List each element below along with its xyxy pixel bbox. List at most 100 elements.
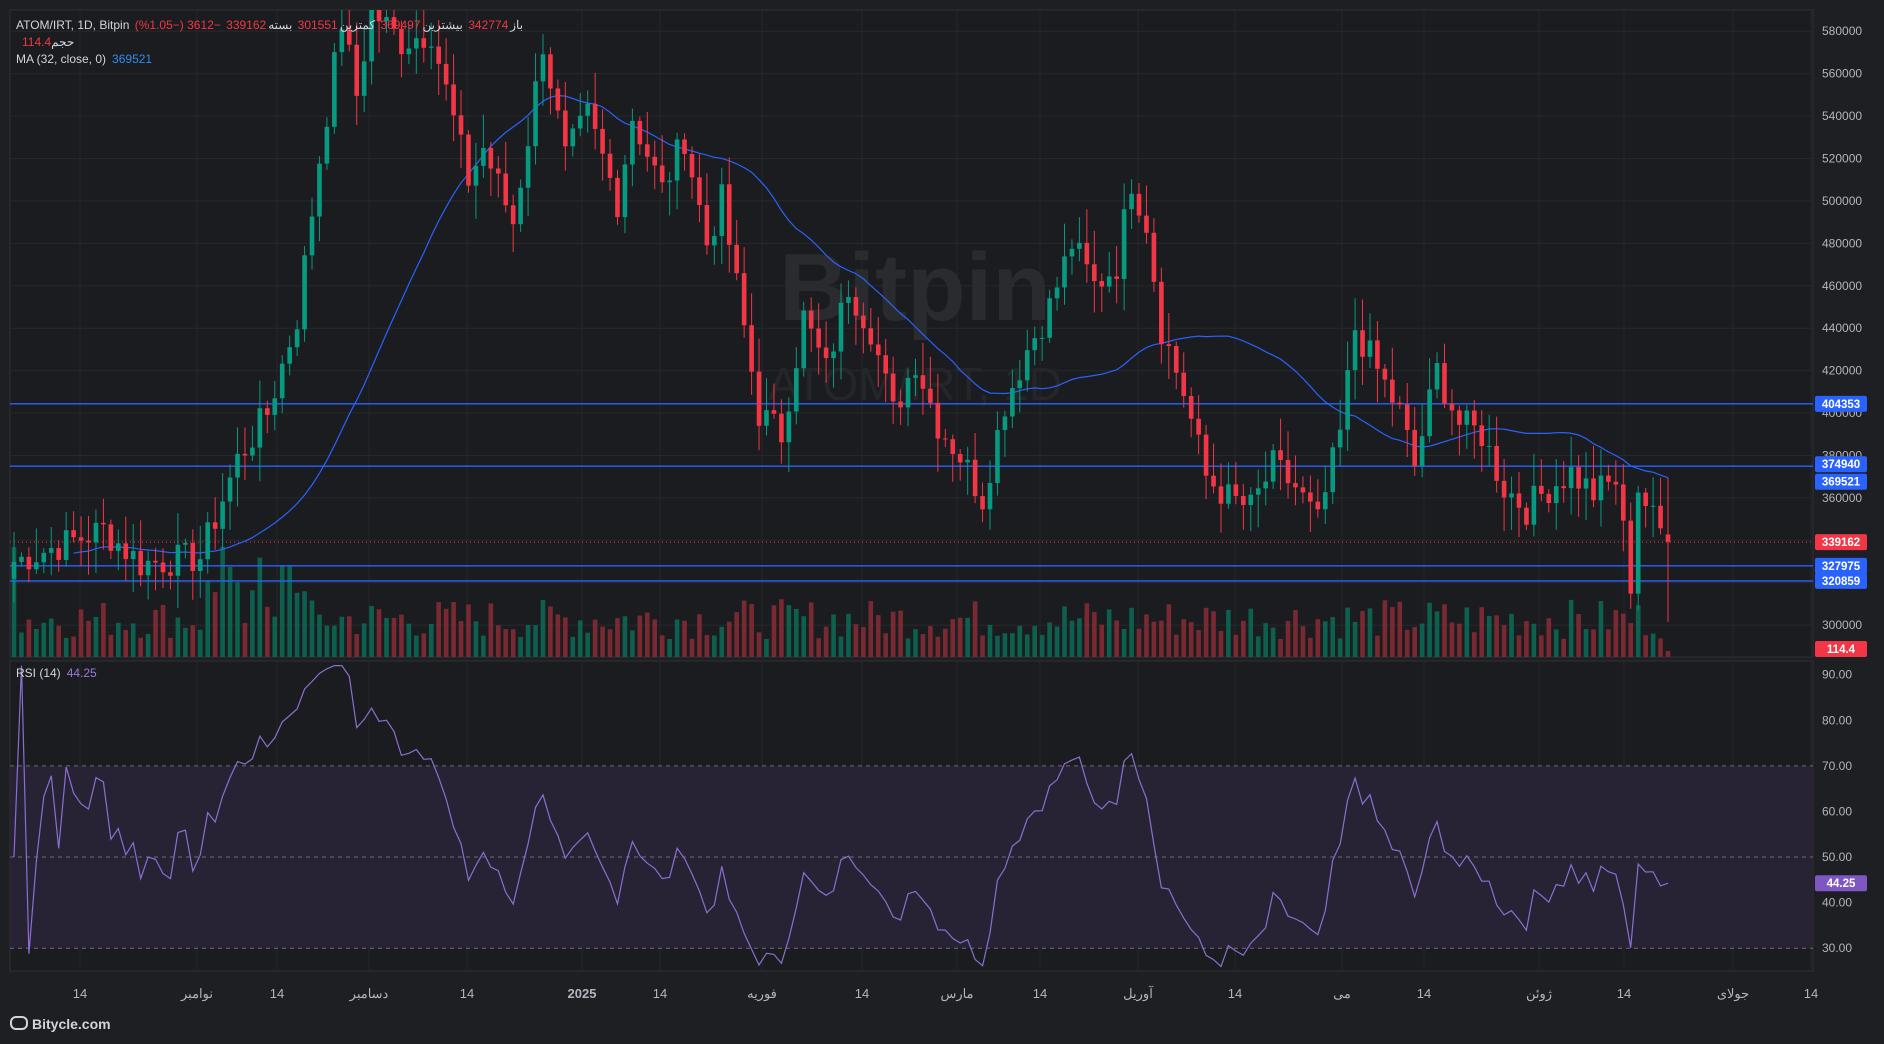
volume-bar (495, 625, 501, 657)
horizontal-levels[interactable] (10, 403, 1813, 582)
time-tick-label: 14 (73, 986, 87, 1001)
rsi-tick-label: 70.00 (1822, 759, 1852, 773)
volume-bar (823, 626, 829, 657)
rsi-tick-label: 30.00 (1822, 941, 1852, 955)
volume-bar (1553, 629, 1559, 657)
candle-body (1099, 281, 1105, 287)
price-tick-label: 300000 (1822, 618, 1862, 632)
volume-bar (1069, 620, 1075, 657)
candle-body (928, 388, 933, 403)
volume-bar (622, 616, 628, 657)
candle-body (466, 134, 471, 186)
candle-body (875, 344, 881, 356)
candle-body (220, 501, 225, 529)
candle-body (1576, 467, 1581, 489)
badge-level (1815, 456, 1867, 473)
candle-body (779, 413, 784, 443)
volume-bar (630, 630, 635, 657)
candle-body (302, 255, 307, 330)
candle-body (34, 562, 39, 570)
candle-body (1106, 276, 1112, 287)
candle-body (1188, 396, 1194, 419)
price-tick-label: 520000 (1822, 151, 1862, 165)
volume-bar (674, 619, 680, 657)
volume-bar (175, 617, 181, 657)
candle-body (935, 402, 941, 439)
volume-bar (369, 605, 374, 657)
candle-body (719, 184, 725, 237)
candle-body (965, 459, 970, 463)
candle-body (853, 297, 859, 316)
ma-legend[interactable]: MA (32, close, 0) 369521 (16, 52, 152, 66)
volume-bar (48, 618, 54, 657)
candle-body (265, 408, 270, 415)
volume-bar (1606, 629, 1611, 657)
candle-body (1486, 445, 1492, 447)
volume-bar (905, 638, 911, 657)
candle-body (816, 328, 821, 348)
candle-body (689, 154, 695, 178)
volume-bar (965, 617, 970, 657)
candle-body (525, 146, 531, 188)
volume-bar (1114, 620, 1119, 657)
candle-body (1442, 363, 1447, 404)
volume-bar (682, 620, 687, 657)
candle-body (570, 128, 576, 147)
candle-body (913, 375, 918, 378)
volume-bar (458, 621, 464, 657)
rsi-axis[interactable]: 90.00 80.00 70.00 60.00 50.00 40.00 30.00 (1822, 668, 1852, 956)
volume-bar (1039, 634, 1045, 657)
ohlc-legend: ATOM/IRT, 1D, Bitpin باز342774 بیشترین36… (16, 18, 525, 32)
candle-body (1159, 281, 1164, 345)
rsi-legend[interactable]: RSI (14) 44.25 (16, 666, 97, 680)
candle-body (1270, 450, 1276, 482)
symbol-title: ATOM/IRT, 1D, Bitpin (16, 18, 130, 32)
time-tick-label: 14 (1617, 986, 1631, 1001)
volume-bar (1434, 611, 1440, 657)
volume-bar (1330, 617, 1336, 657)
volume-legend[interactable]: حجم114.4 (16, 35, 74, 49)
volume-bar (1002, 633, 1008, 657)
candle-body (309, 216, 315, 256)
candle-body (279, 363, 285, 399)
volume-bar (1449, 622, 1455, 657)
candle-body (1002, 416, 1008, 431)
candle-body (242, 453, 248, 456)
ma-line (73, 94, 1669, 554)
candle-body (1628, 520, 1634, 594)
rsi-band-fill (10, 765, 1813, 949)
volume-bar (1516, 635, 1522, 657)
volume-bar (1457, 623, 1462, 657)
time-tick-label: آوریل (1123, 985, 1154, 1002)
candle-body (1606, 475, 1611, 482)
candle-body (332, 52, 337, 127)
candle-body (667, 180, 672, 183)
time-tick-label: 14 (1033, 986, 1047, 1001)
volume-bar (205, 580, 211, 657)
brand-logo[interactable]: Bitycle.com (10, 1016, 111, 1032)
candle-body (93, 522, 99, 543)
volume-bar (257, 557, 263, 657)
candle-body (793, 368, 799, 412)
price-axis[interactable]: 580000 560000 540000 520000 500000 480000 4600… (1822, 24, 1862, 632)
volume-bar (615, 618, 620, 657)
volume-bar (78, 609, 84, 657)
candle-body (622, 164, 628, 218)
candle-body (644, 144, 650, 157)
time-tick-label: 14 (1417, 986, 1431, 1001)
candle-body (71, 530, 76, 538)
candle-body (518, 187, 523, 225)
price-badges: 404353 374940 369521 339162 327975 320859 114.… (1815, 395, 1867, 892)
candle-body (1017, 380, 1023, 389)
volume-bar (1643, 635, 1648, 657)
volume-bar (1270, 627, 1276, 657)
candle-body (1553, 486, 1559, 504)
candle-body (801, 310, 807, 369)
volume-bar (1062, 606, 1067, 657)
price-pane[interactable] (9, 9, 1814, 658)
volume-bar (1375, 635, 1380, 657)
volume-bar (1583, 629, 1589, 657)
time-axis[interactable]: 14 نوامبر 14 دسامبر 14 2025 14 فوریه 14 مارس 14 آور… (73, 985, 1818, 1002)
candle-body (1218, 486, 1224, 504)
